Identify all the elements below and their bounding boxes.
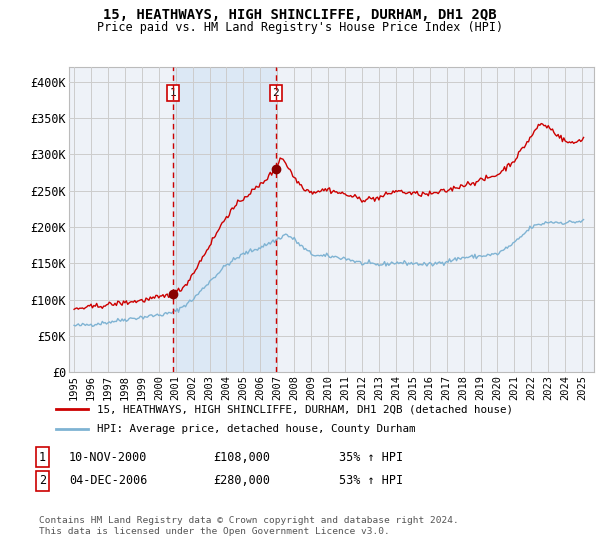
- Text: Contains HM Land Registry data © Crown copyright and database right 2024.
This d: Contains HM Land Registry data © Crown c…: [39, 516, 459, 536]
- Text: HPI: Average price, detached house, County Durham: HPI: Average price, detached house, Coun…: [97, 424, 415, 434]
- Text: 1: 1: [39, 451, 46, 464]
- Bar: [173, 67, 276, 372]
- Text: 2: 2: [39, 474, 46, 487]
- Text: 2: 2: [272, 88, 280, 98]
- Text: Price paid vs. HM Land Registry's House Price Index (HPI): Price paid vs. HM Land Registry's House …: [97, 21, 503, 34]
- Text: 04-DEC-2006: 04-DEC-2006: [69, 474, 148, 487]
- Text: 15, HEATHWAYS, HIGH SHINCLIFFE, DURHAM, DH1 2QB: 15, HEATHWAYS, HIGH SHINCLIFFE, DURHAM, …: [103, 8, 497, 22]
- Text: £280,000: £280,000: [213, 474, 270, 487]
- Text: 15, HEATHWAYS, HIGH SHINCLIFFE, DURHAM, DH1 2QB (detached house): 15, HEATHWAYS, HIGH SHINCLIFFE, DURHAM, …: [97, 404, 512, 414]
- Text: 1: 1: [170, 88, 176, 98]
- Text: 10-NOV-2000: 10-NOV-2000: [69, 451, 148, 464]
- Text: 53% ↑ HPI: 53% ↑ HPI: [339, 474, 403, 487]
- Text: 35% ↑ HPI: 35% ↑ HPI: [339, 451, 403, 464]
- Text: £108,000: £108,000: [213, 451, 270, 464]
